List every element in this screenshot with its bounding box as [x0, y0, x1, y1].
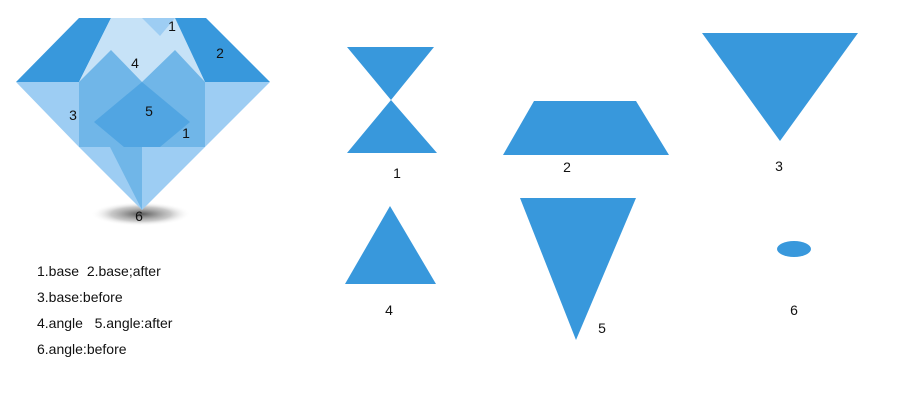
gem-shadow — [91, 202, 191, 226]
gem-label-1-top: 1 — [168, 18, 176, 34]
gem-label-5: 5 — [145, 103, 153, 119]
legend-line-1: 1.base 2.base;after — [37, 263, 161, 279]
shape-4-label: 4 — [385, 302, 393, 318]
gem-label-4: 4 — [131, 55, 139, 71]
shape-2-label: 2 — [563, 159, 571, 175]
tall-inverted-triangle-icon — [520, 198, 636, 340]
gem-crown-inner-right — [142, 50, 205, 82]
gem-pavilion-inner-diamond — [94, 82, 190, 162]
gem-label-1-bottom: 1 — [182, 125, 190, 141]
shape-5-group: 5 — [520, 198, 636, 340]
gem-crown-inner-left — [79, 50, 142, 82]
shape-2-group: 2 — [503, 101, 669, 175]
gem-pavilion-lower-right — [142, 147, 205, 210]
legend-line-2: 3.base:before — [37, 289, 123, 305]
gem-label-6: 6 — [135, 208, 143, 224]
shape-5-label: 5 — [598, 320, 606, 336]
hourglass-icon — [347, 47, 437, 153]
trapezoid-icon — [503, 101, 669, 155]
shape-1-label: 1 — [393, 165, 401, 181]
gem-crown-left-facet — [16, 18, 111, 82]
gem-crown-right-facet — [175, 18, 270, 82]
shape-6-label: 6 — [790, 302, 798, 318]
gem-crown-upper-center — [142, 18, 175, 36]
gem-label-3: 3 — [69, 107, 77, 123]
shape-3-group: 3 — [702, 33, 858, 174]
legend-line-4: 6.angle:before — [37, 341, 127, 357]
shape-6-group: 6 — [777, 241, 811, 318]
legend: 1.base 2.base;after 3.base:before 4.angl… — [37, 258, 172, 362]
gem-label-2: 2 — [216, 45, 224, 61]
gem-pavilion-left-facet — [16, 82, 79, 147]
gem-diagram: 1 2 3 4 5 1 6 — [16, 18, 270, 226]
gem-pavilion-right-facet — [205, 82, 270, 147]
shape-3-label: 3 — [775, 158, 783, 174]
shape-4-group: 4 — [345, 206, 436, 318]
shape-1-group: 1 — [347, 47, 437, 181]
triangle-icon — [345, 206, 436, 284]
ellipse-icon — [777, 241, 811, 257]
inverted-triangle-icon — [702, 33, 858, 141]
legend-line-3: 4.angle 5.angle:after — [37, 315, 173, 331]
